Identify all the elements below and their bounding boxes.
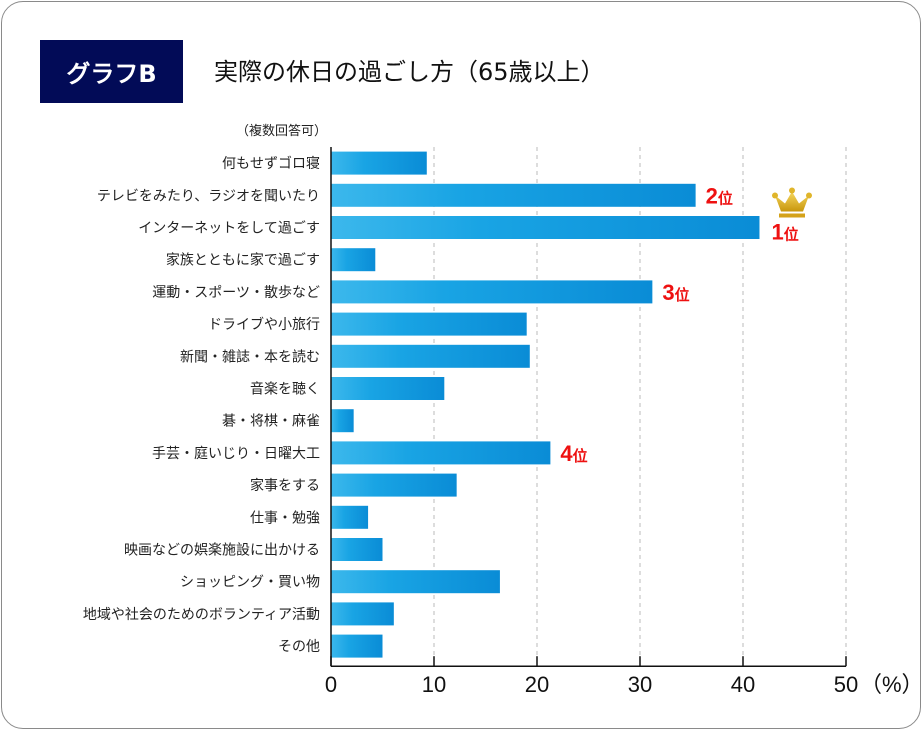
category-label: 地域や社会のためのボランティア活動 (83, 607, 320, 623)
rank-label: 3位 (662, 280, 689, 305)
bar (331, 377, 445, 400)
bar (331, 473, 457, 497)
bar (331, 409, 354, 433)
rank-number: 4 (560, 441, 573, 466)
rank-label: 4位 (560, 441, 587, 466)
category-label: 手芸・庭いじり・日曜大工 (152, 445, 320, 462)
x-unit-label: （%） (860, 672, 924, 697)
chart-title: 実際の休日の過ごし方（65歳以上） (214, 58, 605, 86)
category-label: ショッピング・買い物 (180, 575, 320, 591)
bar (331, 505, 369, 529)
category-label: 新聞・雑誌・本を読む (180, 348, 320, 365)
crown-icon (772, 187, 812, 218)
x-tick-label: 30 (628, 672, 652, 697)
bar (331, 183, 696, 207)
x-tick-label: 20 (525, 672, 549, 697)
graph-badge: グラフB (40, 40, 183, 103)
rank-label: 1位 (771, 220, 798, 245)
category-label: 映画などの娯楽施設に出かける (124, 543, 320, 559)
rank-number: 1 (771, 220, 783, 245)
category-label: 音楽を聴く (250, 381, 320, 398)
category-label: インターネットをして過ごす (138, 221, 320, 237)
category-label: 家事をする (250, 477, 320, 494)
category-label: テレビをみたり、ラジオを聞いたり (97, 188, 320, 204)
bar (331, 312, 527, 336)
x-tick-label: 0 (325, 672, 337, 697)
category-label: 仕事・勉強 (250, 510, 320, 526)
x-tick-label: 50 (834, 672, 858, 697)
bar (331, 538, 383, 561)
rank-suffix: 位 (573, 447, 588, 465)
bar (331, 634, 383, 658)
category-label: 家族とともに家で過ごす (166, 252, 320, 269)
bar (331, 280, 653, 304)
multiple-answer-note: （複数回答可） (236, 124, 328, 139)
crown-band (779, 213, 805, 218)
x-tick-label: 10 (422, 672, 446, 697)
bar (331, 248, 376, 272)
category-label: 何もせずゴロ寝 (222, 155, 320, 172)
bar (331, 344, 530, 368)
rank-suffix: 位 (675, 286, 690, 304)
crown-body (775, 191, 809, 212)
rank-label: 2位 (706, 183, 733, 208)
category-label: 運動・スポーツ・散歩など (152, 285, 320, 301)
crown-jewel (772, 192, 778, 199)
rank-suffix: 位 (784, 226, 799, 244)
rank-suffix: 位 (718, 189, 733, 207)
bar (331, 602, 394, 626)
category-label: その他 (278, 639, 320, 655)
x-tick-label: 40 (731, 672, 755, 697)
bar (331, 570, 500, 594)
crown-jewel (806, 192, 812, 199)
category-label: 碁・将棋・麻雀 (222, 414, 320, 430)
rank-number: 3 (662, 280, 674, 305)
rank-number: 2 (706, 183, 718, 208)
category-label: ドライブや小旅行 (208, 316, 320, 333)
bar (331, 216, 760, 239)
crown-jewel (789, 187, 795, 194)
bar (331, 151, 427, 175)
bar (331, 441, 551, 465)
